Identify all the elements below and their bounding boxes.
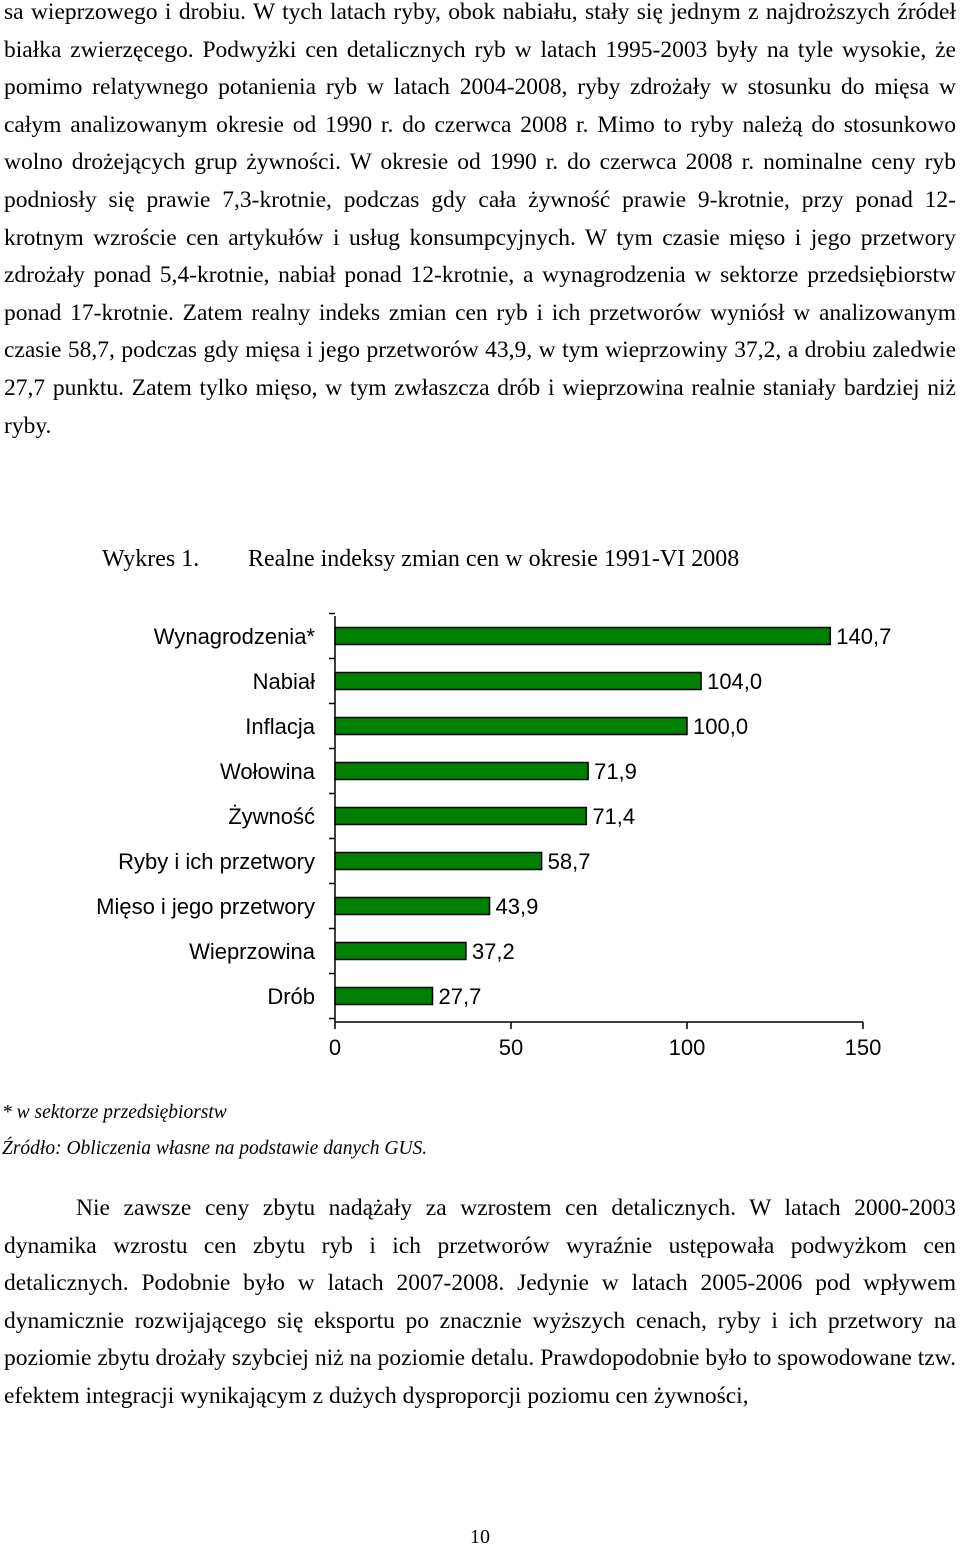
bar-value-label: 37,2	[472, 939, 515, 964]
bar	[334, 851, 543, 871]
bar-value-label: 100,0	[693, 714, 748, 739]
footnote: * w sektorze przedsiębiorstw	[2, 1102, 227, 1123]
value-axis-tick-label: 50	[499, 1035, 523, 1060]
bar	[334, 716, 688, 736]
bar	[334, 986, 434, 1006]
bar	[334, 806, 588, 826]
bar-value-label: 58,7	[548, 849, 591, 874]
category-label: Drób	[267, 984, 315, 1009]
bar	[334, 626, 832, 646]
bar-chart: 0 50 100 150 Wynagrodzenia* 140,7 Nabiał 104,0 I…	[96, 612, 891, 1060]
category-label: Nabiał	[253, 669, 315, 694]
value-axis-tick-label: 150	[845, 1035, 882, 1060]
chart-caption-title: Realne indeksy zmian cen w okresie 1991-…	[248, 546, 740, 572]
bar-value-label: 71,4	[592, 804, 635, 829]
chart-caption: Wykres 1. Realne indeksy zmian cen w okre…	[102, 546, 739, 573]
bar-value-label: 43,9	[496, 894, 539, 919]
bar-value-label: 104,0	[707, 669, 762, 694]
value-axis-tick-label: 0	[329, 1035, 341, 1060]
category-label: Mięso i jego przetwory	[96, 894, 315, 919]
category-label: Ryby i ich przetwory	[118, 849, 315, 874]
category-label: Wołowina	[220, 759, 316, 784]
value-axis-tick-label: 100	[669, 1035, 706, 1060]
bar	[334, 761, 589, 781]
bar	[334, 941, 467, 961]
page-number: 10	[470, 1526, 490, 1548]
category-label: Żywność	[228, 804, 315, 829]
bar-value-label: 140,7	[836, 624, 891, 649]
bar-value-label: 27,7	[439, 984, 482, 1009]
category-label: Wieprzowina	[189, 939, 316, 964]
category-label: Wynagrodzenia*	[154, 624, 316, 649]
bar	[334, 671, 702, 691]
bar	[334, 896, 491, 916]
category-label: Inflacja	[245, 714, 315, 739]
chart-caption-number: Wykres 1.	[102, 546, 200, 572]
source-note: Źródło: Obliczenia własne na podstawie d…	[2, 1138, 428, 1159]
body-paragraph-top: sa wieprzowego i drobiu. W tych latach r…	[4, 0, 956, 439]
bar-value-label: 71,9	[594, 759, 637, 784]
body-paragraph-bottom: Nie zawsze ceny zbytu nadążały za wzrost…	[4, 1195, 956, 1409]
